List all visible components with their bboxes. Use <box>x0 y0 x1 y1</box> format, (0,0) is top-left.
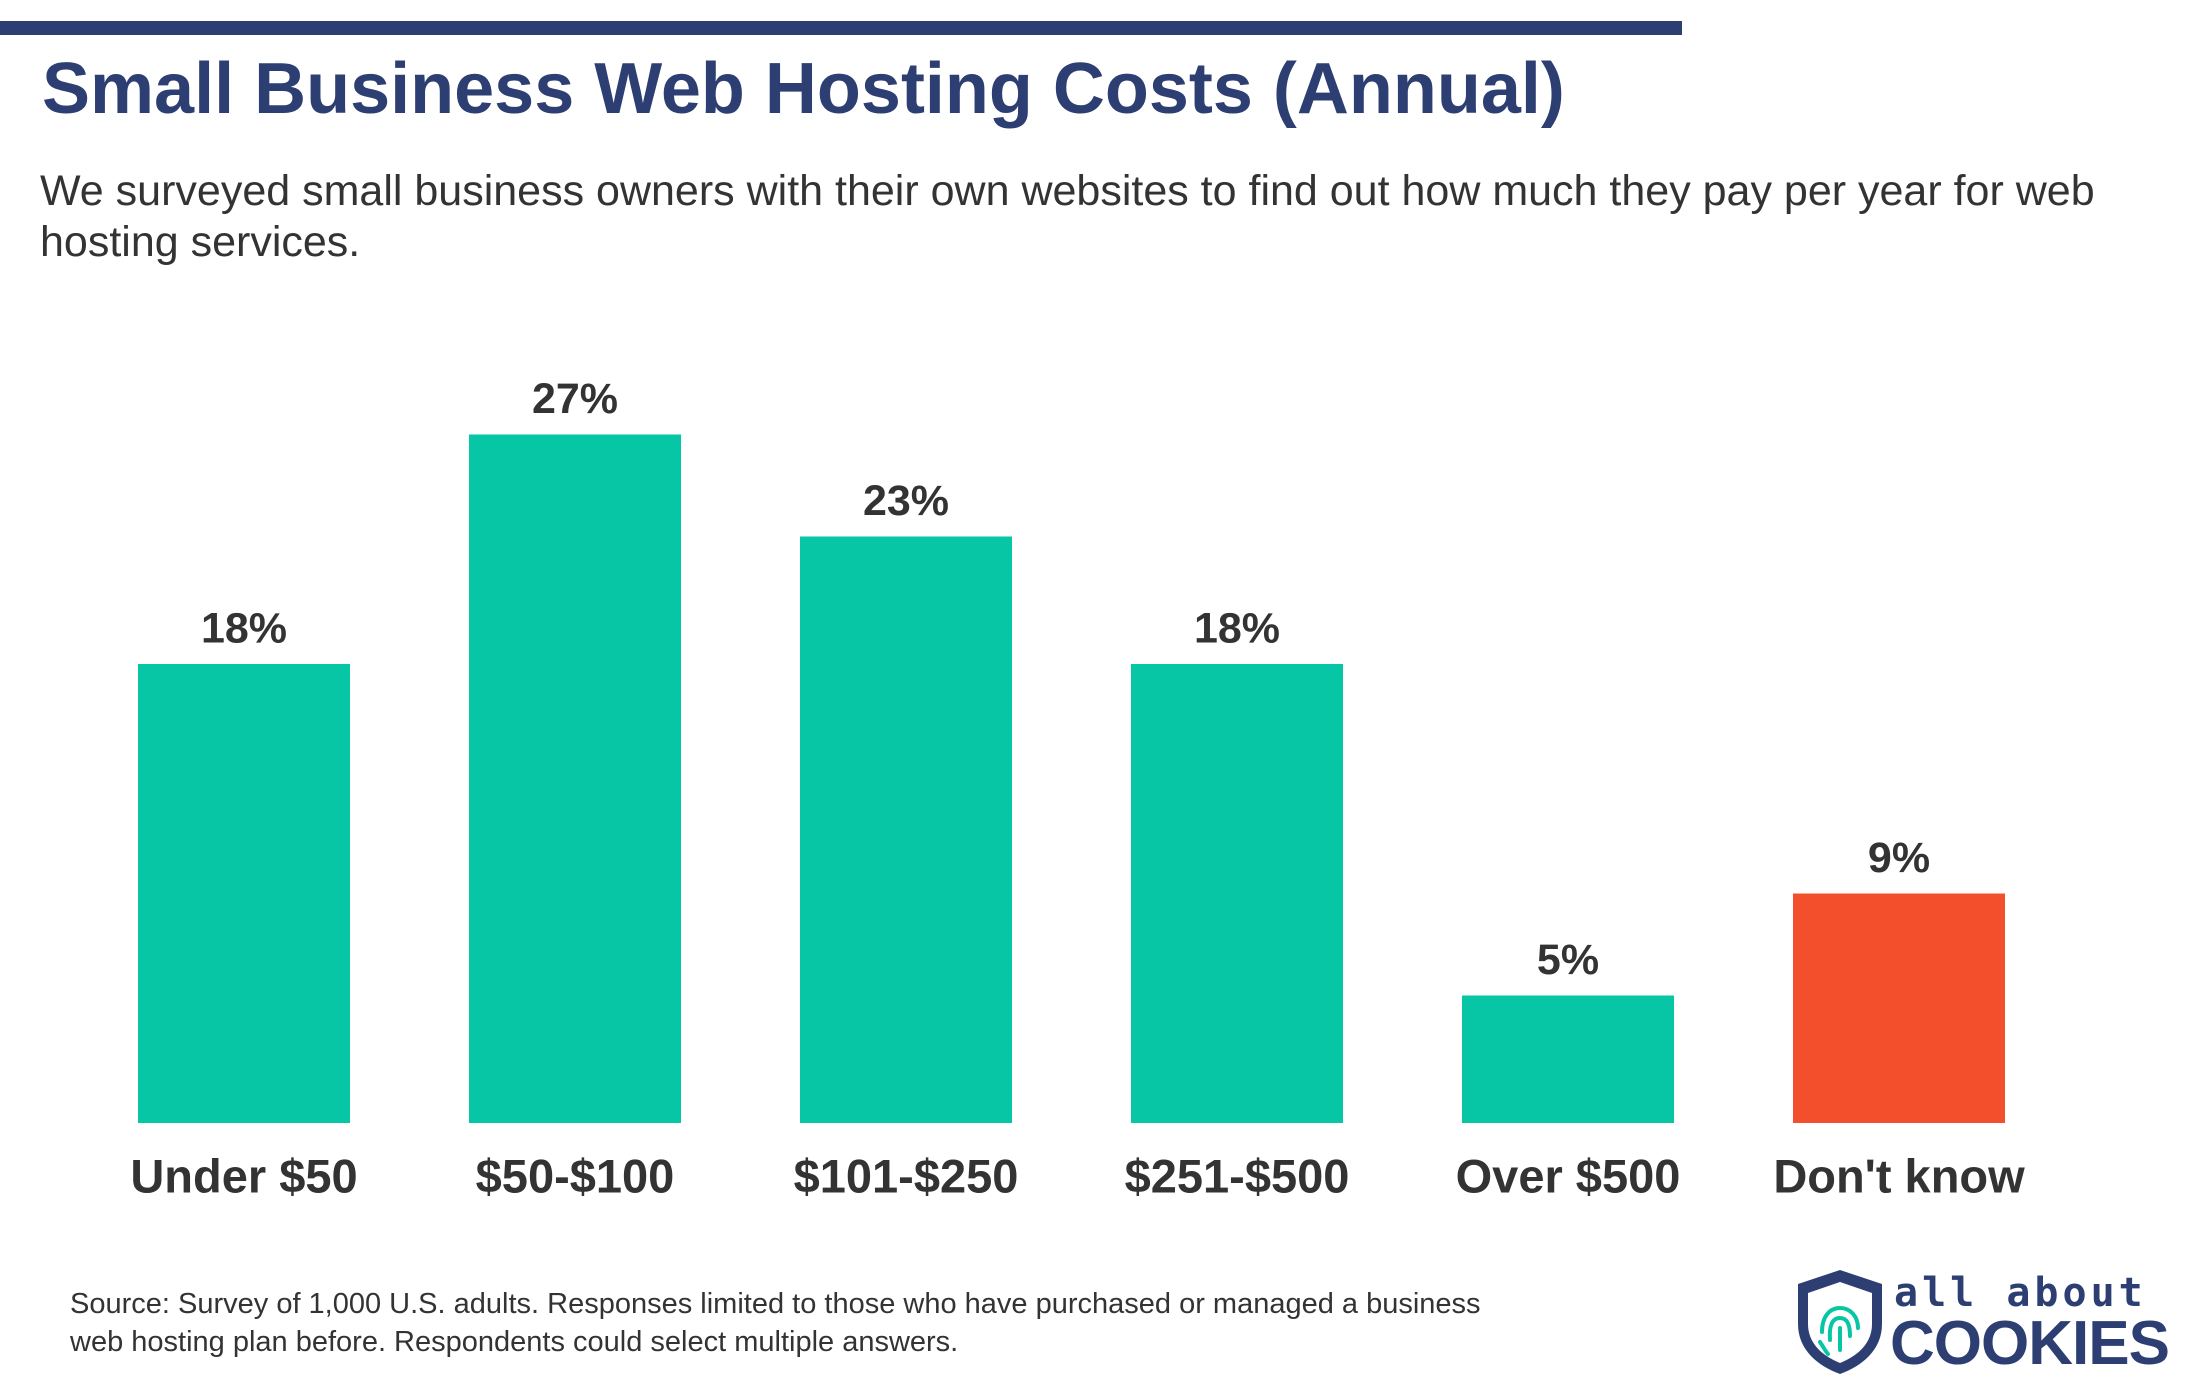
x-tick-label: $101-$250 <box>794 1149 1019 1202</box>
chart-subtitle: We surveyed small business owners with t… <box>40 167 2095 266</box>
bar <box>1462 995 1674 1123</box>
x-tick-label: $50-$100 <box>476 1149 675 1202</box>
logo-text: COOKIES <box>1890 1309 2170 1378</box>
bar <box>1793 893 2005 1123</box>
value-label: 23% <box>863 477 949 525</box>
x-tick-label: Don't know <box>1773 1149 2025 1202</box>
logo: all about COOKIES <box>1792 1266 2172 1378</box>
logo-text: all about <box>1894 1270 2147 1316</box>
bar <box>800 536 1012 1123</box>
value-label: 18% <box>1194 604 1280 652</box>
source-note: Source: Survey of 1,000 U.S. adults. Res… <box>70 1288 1481 1358</box>
top-bar <box>0 21 1682 35</box>
chart: 18% Under $50 27% $50-$100 23% $101-$250 18% $2… <box>130 375 2025 1203</box>
bar <box>469 434 681 1123</box>
value-label: 27% <box>532 375 618 423</box>
value-label: 5% <box>1537 936 1599 984</box>
x-tick-label: $251-$500 <box>1125 1149 1350 1202</box>
bar <box>1131 664 1343 1123</box>
bar <box>138 664 350 1123</box>
x-tick-label: Under $50 <box>130 1149 357 1202</box>
logo-shield <box>1798 1270 1882 1374</box>
value-label: 9% <box>1868 834 1930 882</box>
x-tick-label: Over $500 <box>1456 1149 1681 1202</box>
value-label: 18% <box>201 604 287 652</box>
chart-title: Small Business Web Hosting Costs (Annual… <box>42 49 1565 129</box>
